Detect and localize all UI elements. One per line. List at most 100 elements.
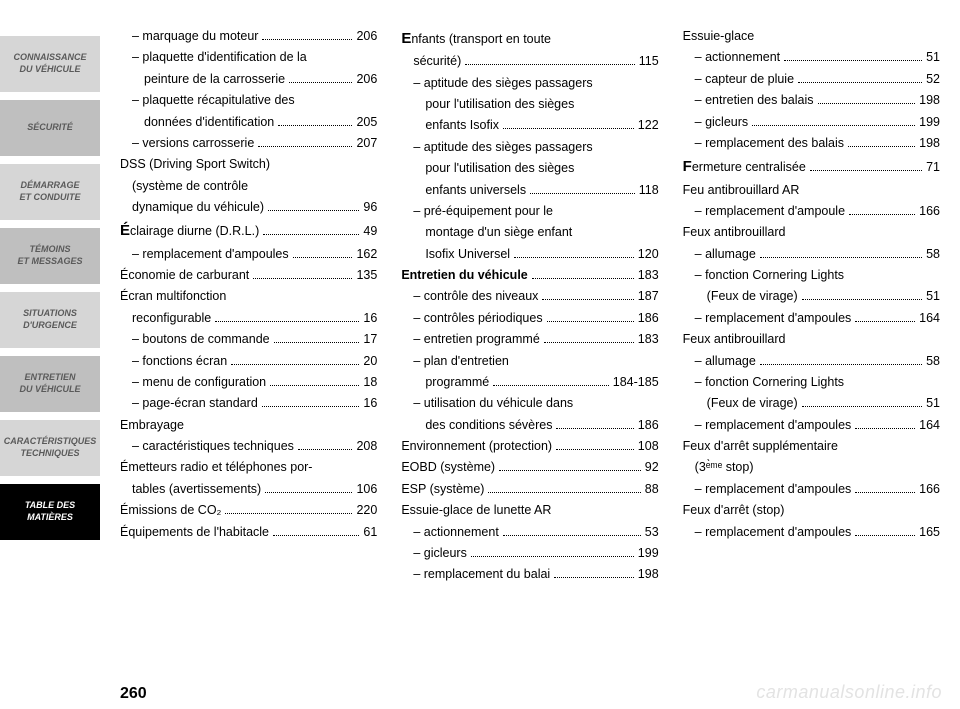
index-content: – marquage du moteur206– plaquette d'ide… [120, 26, 940, 681]
index-entry: – utilisation du véhicule dans [401, 394, 658, 413]
leader-dots [514, 246, 634, 257]
index-entry-label: (Feux de virage) [707, 287, 798, 306]
leader-dots [554, 567, 634, 578]
index-entry-label: – entretien programmé [413, 330, 539, 349]
index-entry-page: 61 [363, 523, 377, 542]
sidebar-item[interactable]: ENTRETIENDU VÉHICULE [0, 356, 100, 412]
sidebar-item-line1: TABLE DES [25, 500, 75, 512]
index-entry-label: – versions carrosserie [132, 134, 254, 153]
leader-dots [258, 136, 352, 147]
index-entry-label: – fonctions écran [132, 352, 227, 371]
index-entry-page: 187 [638, 287, 659, 306]
index-entry-label: Feu antibrouillard AR [683, 181, 800, 200]
index-entry: Émetteurs radio et téléphones por- [120, 458, 377, 477]
index-entry-page: 198 [919, 91, 940, 110]
index-entry-label: – remplacement d'ampoules [695, 416, 852, 435]
index-entry-page: 88 [645, 480, 659, 499]
index-entry-page: 96 [363, 198, 377, 217]
leader-dots [784, 50, 922, 61]
index-entry: des conditions sévères186 [401, 416, 658, 435]
index-entry-label: – menu de configuration [132, 373, 266, 392]
index-entry: – versions carrosserie207 [120, 134, 377, 153]
index-entry: – allumage58 [683, 245, 940, 264]
index-entry: – contrôles périodiques186 [401, 309, 658, 328]
leader-dots [503, 524, 641, 535]
index-entry: – pré-équipement pour le [401, 202, 658, 221]
leader-dots [798, 72, 922, 83]
leader-dots [556, 439, 634, 450]
index-entry: sécurité)115 [401, 52, 658, 71]
index-entry-page: 165 [919, 523, 940, 542]
index-entry-page: 51 [926, 48, 940, 67]
index-entry-page: 58 [926, 352, 940, 371]
sidebar-item-line2: ET MESSAGES [17, 256, 82, 268]
index-entry: ESP (système)88 [401, 480, 658, 499]
index-entry: – caractéristiques techniques208 [120, 437, 377, 456]
index-entry: (Feux de virage)51 [683, 394, 940, 413]
sidebar-item-line1: SÉCURITÉ [27, 122, 73, 134]
sidebar-item[interactable]: CONNAISSANCEDU VÉHICULE [0, 36, 100, 92]
sidebar-item[interactable]: SÉCURITÉ [0, 100, 100, 156]
index-entry-page: 208 [356, 437, 377, 456]
index-entry-page: 16 [363, 309, 377, 328]
index-entry-label: – boutons de commande [132, 330, 270, 349]
sidebar-item-line2: TECHNIQUES [20, 448, 79, 460]
leader-dots [293, 246, 353, 257]
index-entry: (Feux de virage)51 [683, 287, 940, 306]
index-entry: – fonctions écran20 [120, 352, 377, 371]
index-entry: – entretien des balais198 [683, 91, 940, 110]
index-entry: – remplacement du balai198 [401, 565, 658, 584]
index-entry-label: – fonction Cornering Lights [695, 266, 844, 285]
index-entry-label: – remplacement du balai [413, 565, 550, 584]
leader-dots [855, 524, 915, 535]
index-entry: (système de contrôle [120, 177, 377, 196]
index-entry-label: Isofix Universel [425, 245, 510, 264]
sidebar: CONNAISSANCEDU VÉHICULE SÉCURITÉ DÉMARRAGE… [0, 0, 110, 709]
index-entry-label: – utilisation du véhicule dans [413, 394, 573, 413]
index-entry-label: – capteur de pluie [695, 70, 794, 89]
index-entry-page: 17 [363, 330, 377, 349]
sidebar-item[interactable]: SITUATIONSD'URGENCE [0, 292, 100, 348]
index-entry-label: peinture de la carrosserie [144, 70, 285, 89]
index-entry-label: Entretien du véhicule [401, 266, 527, 285]
leader-dots [225, 503, 352, 514]
index-entry-label: Enfants (transport en toute [401, 27, 551, 50]
index-entry-label: reconfigurable [132, 309, 211, 328]
index-entry-label: – contrôles périodiques [413, 309, 542, 328]
index-entry: enfants Isofix122 [401, 116, 658, 135]
index-entry-label: Écran multifonction [120, 287, 226, 306]
index-entry: données d'identification205 [120, 113, 377, 132]
index-entry-label: – actionnement [413, 523, 498, 542]
index-entry-label: (3ᵉ̀ᵐᵉ stop) [695, 458, 754, 477]
index-entry: – aptitude des sièges passagers [401, 74, 658, 93]
index-entry-label: des conditions sévères [425, 416, 552, 435]
index-entry: Isofix Universel120 [401, 245, 658, 264]
leader-dots [760, 353, 922, 364]
index-entry: Éclairage diurne (D.R.L.)49 [120, 219, 377, 242]
index-column: Essuie-glace– actionnement51– capteur de… [683, 26, 940, 681]
leader-dots [503, 118, 634, 129]
sidebar-item[interactable]: TÉMOINSET MESSAGES [0, 228, 100, 284]
index-entry: – remplacement d'ampoules166 [683, 480, 940, 499]
sidebar-item[interactable]: DÉMARRAGEET CONDUITE [0, 164, 100, 220]
index-entry: Enfants (transport en toute [401, 27, 658, 50]
leader-dots [471, 546, 634, 557]
leader-dots [855, 311, 915, 322]
index-entry: Feux d'arrêt supplémentaire [683, 437, 940, 456]
index-entry-page: 92 [645, 458, 659, 477]
index-entry: – aptitude des sièges passagers [401, 138, 658, 157]
leader-dots [544, 332, 634, 343]
sidebar-item[interactable]: CARACTÉRISTIQUESTECHNIQUES [0, 420, 100, 476]
leader-dots [547, 311, 634, 322]
sidebar-item-line1: ENTRETIEN [24, 372, 75, 384]
index-column: Enfants (transport en toute sécurité)115 –… [401, 26, 658, 681]
index-entry: – plan d'entretien [401, 352, 658, 371]
index-entry: Économie de carburant135 [120, 266, 377, 285]
leader-dots [274, 332, 360, 343]
index-entry: – gicleurs199 [683, 113, 940, 132]
leader-dots [556, 417, 633, 428]
index-entry: reconfigurable 16 [120, 309, 377, 328]
sidebar-item[interactable]: TABLE DESMATIÈRES [0, 484, 100, 540]
index-entry: – actionnement51 [683, 48, 940, 67]
sidebar-item-line1: DÉMARRAGE [20, 180, 79, 192]
